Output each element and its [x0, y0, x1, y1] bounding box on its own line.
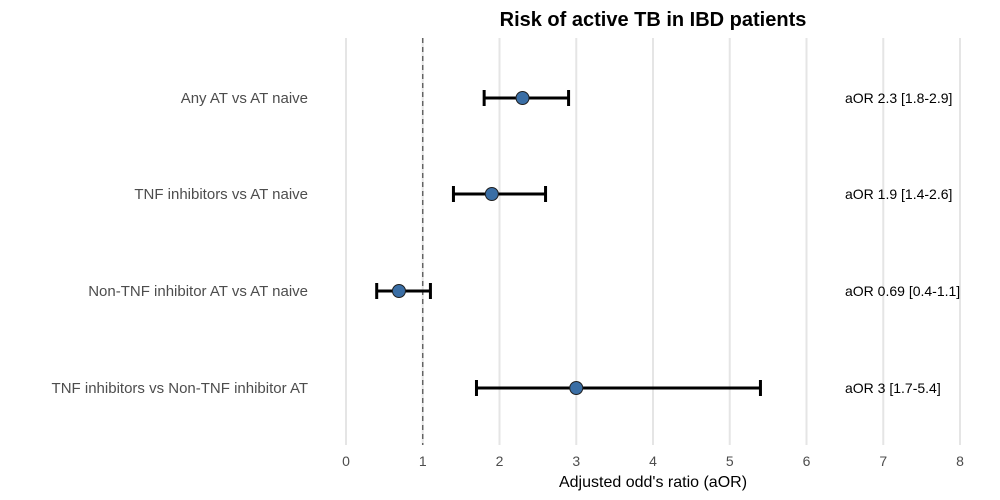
point-estimate-1 — [515, 91, 530, 105]
x-tick-label-7: 7 — [879, 453, 887, 469]
point-estimates — [391, 91, 584, 395]
x-tick-labels: 0 1 2 3 4 5 6 7 8 — [342, 453, 964, 469]
x-tick-label-6: 6 — [803, 453, 811, 469]
x-tick-label-3: 3 — [572, 453, 580, 469]
chart-title: Risk of active TB in IBD patients — [500, 9, 807, 31]
annotations: aOR 2.3 [1.8-2.9] aOR 1.9 [1.4-2.6] aOR 0.… — [845, 90, 960, 396]
point-estimate-2 — [484, 187, 499, 201]
category-label-2: TNF inhibitors vs AT naive — [134, 186, 308, 203]
annotation-1: aOR 2.3 [1.8-2.9] — [845, 90, 952, 106]
annotation-3: aOR 0.69 [0.4-1.1] — [845, 283, 960, 299]
category-label-1: Any AT vs AT naive — [181, 90, 308, 107]
x-tick-label-5: 5 — [726, 453, 734, 469]
point-estimate-4 — [569, 381, 584, 395]
x-tick-label-1: 1 — [419, 453, 427, 469]
point-estimate-3 — [391, 284, 406, 298]
annotation-4: aOR 3 [1.7-5.4] — [845, 380, 941, 396]
x-tick-label-4: 4 — [649, 453, 657, 469]
category-labels: Any AT vs AT naive TNF inhibitors vs AT n… — [52, 90, 308, 397]
error-bars — [375, 90, 762, 396]
x-tick-label-0: 0 — [342, 453, 350, 469]
x-tick-label-2: 2 — [496, 453, 504, 469]
error-bar-2 — [451, 186, 548, 202]
annotation-2: aOR 1.9 [1.4-2.6] — [845, 186, 952, 202]
x-axis-label: Adjusted odd's ratio (aOR) — [559, 474, 747, 491]
x-tick-label-8: 8 — [956, 453, 964, 469]
category-label-4: TNF inhibitors vs Non-TNF inhibitor AT — [52, 380, 308, 397]
error-bar-4 — [474, 380, 762, 396]
category-label-3: Non-TNF inhibitor AT vs AT naive — [88, 283, 308, 300]
